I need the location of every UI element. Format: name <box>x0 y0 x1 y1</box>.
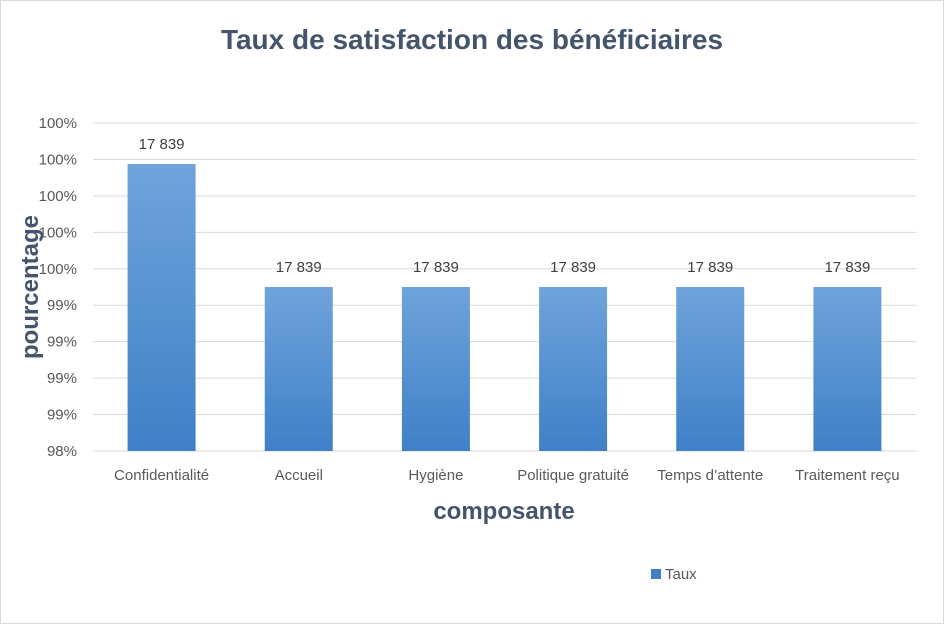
legend: Taux <box>651 566 697 583</box>
x-category-label: Temps d’attente <box>657 467 763 484</box>
x-category-label: Politique gratuité <box>517 467 629 484</box>
y-tick-label: 100% <box>39 224 77 241</box>
x-category-label: Traitement reçu <box>795 467 899 484</box>
data-label: 17 839 <box>824 259 870 276</box>
y-tick-label: 98% <box>47 443 77 460</box>
bar <box>676 287 745 451</box>
gridlines <box>93 122 916 452</box>
data-label: 17 839 <box>413 259 459 276</box>
y-tick-label: 99% <box>47 334 77 351</box>
y-tick-label: 100% <box>39 261 77 278</box>
chart-title: Taux de satisfaction des bénéficiaires <box>221 24 723 55</box>
y-tick-label: 100% <box>39 188 77 205</box>
x-category-label: Accueil <box>275 467 323 484</box>
bar <box>813 287 882 451</box>
bar <box>401 287 470 451</box>
y-tick-label: 99% <box>47 297 77 314</box>
y-tick-label: 100% <box>39 115 77 132</box>
x-axis-title: composante <box>433 498 574 525</box>
x-category-label: Confidentialité <box>114 467 209 484</box>
x-axis-categories: Confidentialité Accueil Hygiène Politique g… <box>114 467 900 484</box>
data-label: 17 839 <box>550 259 596 276</box>
data-label: 17 839 <box>139 136 185 153</box>
data-label: 17 839 <box>276 259 322 276</box>
bar <box>539 287 608 451</box>
bar <box>127 164 196 451</box>
y-tick-label: 99% <box>47 407 77 424</box>
bar <box>264 287 333 451</box>
legend-label: Taux <box>665 566 697 583</box>
y-tick-label: 100% <box>39 151 77 168</box>
legend-swatch <box>651 569 661 579</box>
y-axis-ticks: 98% 99% 99% 99% 99% 100% 100% 100% 100% 100% <box>39 115 77 460</box>
y-tick-label: 99% <box>47 370 77 387</box>
y-axis-title: pourcentage <box>17 215 44 359</box>
data-label: 17 839 <box>687 259 733 276</box>
bars <box>127 164 882 451</box>
x-category-label: Hygiène <box>408 467 463 484</box>
data-labels: 17 839 17 839 17 839 17 839 17 839 17 839 <box>139 136 871 276</box>
